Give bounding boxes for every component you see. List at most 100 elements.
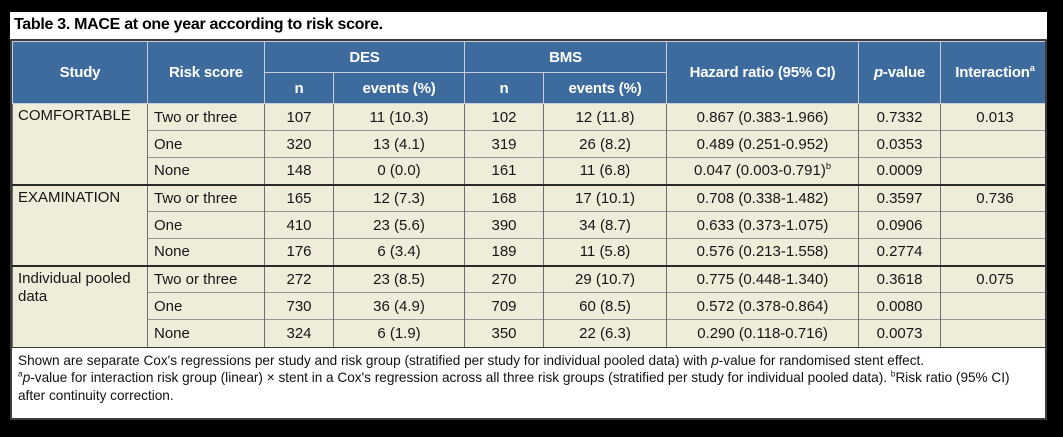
hazard-ratio-cell: 0.489 (0.251-0.952) [666, 130, 860, 158]
des-events-cell: 6 (3.4) [333, 238, 465, 266]
interaction-cell [940, 319, 1045, 347]
footnote-b-superscript: b [890, 368, 896, 379]
bms-n-cell: 161 [464, 157, 544, 185]
bms-n-cell: 319 [464, 130, 544, 158]
p-value-cell: 0.0009 [858, 157, 942, 185]
table-row: Individual pooled data Two or three 272 … [12, 264, 1045, 347]
hazard-ratio-cell: 0.290 (0.118-0.716) [666, 319, 860, 347]
study-cell: COMFORTABLE [12, 103, 148, 185]
risk-score-cell: Two or three [147, 183, 265, 212]
hazard-ratio-cell: 0.572 (0.378-0.864) [666, 292, 860, 320]
risk-score-cell: Two or three [147, 103, 265, 131]
bms-n-cell: 102 [464, 103, 544, 131]
interaction-cell [940, 211, 1045, 239]
des-n-cell: 148 [264, 157, 334, 185]
des-events-cell: 13 (4.1) [333, 130, 465, 158]
risk-score-cell: One [147, 211, 265, 239]
des-events-cell: 23 (5.6) [333, 211, 465, 239]
col-header-bms-n: n [464, 72, 544, 104]
p-value-cell: 0.3618 [858, 264, 942, 293]
des-events-cell: 23 (8.5) [333, 264, 465, 293]
col-header-interaction: Interactiona [940, 41, 1045, 104]
bms-n-cell: 390 [464, 211, 544, 239]
bms-events-cell: 17 (10.1) [542, 183, 668, 212]
table-row: None 148 0 (0.0) 161 11 (6.8) 0.047 (0.0… [13, 157, 1045, 185]
bms-n-cell: 709 [464, 292, 544, 320]
hazard-ratio-cell: 0.047 (0.003-0.791)b [666, 157, 860, 185]
hazard-ratio-cell: 0.867 (0.383-1.966) [666, 103, 860, 131]
col-header-des-events: events (%) [333, 72, 465, 104]
interaction-superscript: a [1029, 63, 1035, 73]
des-n-cell: 324 [264, 319, 334, 347]
study-cell: Individual pooled data [12, 264, 148, 347]
footnote-sentence-1: Shown are separate Cox's regressions per… [18, 352, 925, 368]
table-content-box: Study Risk score DES BMS Hazard ratio (9… [10, 39, 1047, 420]
hazard-ratio-cell: 0.576 (0.213-1.558) [666, 238, 860, 266]
p-value-italic: p [873, 64, 883, 81]
p-value-cell: 0.3597 [858, 183, 942, 212]
col-header-risk-score: Risk score [147, 41, 265, 104]
risk-score-cell: One [147, 292, 265, 320]
interaction-cell [940, 157, 1045, 185]
risk-score-cell: None [147, 157, 265, 185]
table-title: Table 3. MACE at one year according to r… [10, 12, 1047, 39]
table-body: COMFORTABLE Two or three 107 11 (10.3) 1… [12, 103, 1045, 347]
interaction-cell: 0.013 [940, 103, 1045, 131]
col-header-bms-events: events (%) [542, 72, 668, 104]
col-header-study: Study [12, 41, 148, 104]
bms-events-cell: 29 (10.7) [542, 264, 668, 293]
table-row: None 176 6 (3.4) 189 11 (5.8) 0.576 (0.2… [13, 238, 1045, 266]
p-value-cell: 0.0073 [858, 319, 942, 347]
p-value-cell: 0.2774 [858, 238, 942, 266]
des-n-cell: 165 [264, 183, 334, 212]
risk-score-cell: None [147, 319, 265, 347]
interaction-cell [940, 130, 1045, 158]
col-header-des: DES [264, 41, 465, 73]
des-events-cell: 0 (0.0) [333, 157, 465, 185]
risk-score-cell: None [147, 238, 265, 266]
bms-events-cell: 60 (8.5) [542, 292, 668, 320]
interaction-cell: 0.075 [940, 264, 1045, 293]
table-header: Study Risk score DES BMS Hazard ratio (9… [12, 41, 1045, 104]
bms-n-cell: 350 [464, 319, 544, 347]
table-row: EXAMINATION Two or three 165 12 (7.3) 16… [12, 183, 1045, 266]
bms-events-cell: 11 (6.8) [542, 157, 668, 185]
bms-events-cell: 34 (8.7) [542, 211, 668, 239]
table-footnote: Shown are separate Cox's regressions per… [12, 346, 1045, 418]
des-n-cell: 730 [264, 292, 334, 320]
interaction-cell [940, 238, 1045, 266]
table-row: One 320 13 (4.1) 319 26 (8.2) 0.489 (0.2… [13, 130, 1045, 158]
col-header-hazard-ratio: Hazard ratio (95% CI) [666, 41, 860, 104]
bms-n-cell: 168 [464, 183, 544, 212]
bms-n-cell: 270 [464, 264, 544, 293]
table-row: COMFORTABLE Two or three 107 11 (10.3) 1… [12, 103, 1045, 185]
table-row: One 410 23 (5.6) 390 34 (8.7) 0.633 (0.3… [13, 211, 1045, 239]
p-value-cell: 0.7332 [858, 103, 942, 131]
footnote-notes: ap-value for interaction risk group (lin… [18, 368, 1010, 403]
des-n-cell: 410 [264, 211, 334, 239]
header-row-top: Study Risk score DES BMS Hazard ratio (9… [12, 41, 1045, 104]
p-value-cell: 0.0080 [858, 292, 942, 320]
des-events-cell: 6 (1.9) [333, 319, 465, 347]
hazard-ratio-cell: 0.633 (0.373-1.075) [666, 211, 860, 239]
col-header-bms: BMS [463, 41, 668, 73]
des-events-cell: 36 (4.9) [333, 292, 465, 320]
col-header-p-value: p-value [858, 41, 942, 104]
hazard-ratio-cell: 0.775 (0.448-1.340) [666, 264, 860, 293]
des-n-cell: 107 [264, 103, 334, 131]
risk-score-cell: One [147, 130, 265, 158]
p-value-cell: 0.0353 [858, 130, 942, 158]
bms-events-cell: 26 (8.2) [542, 130, 668, 158]
hazard-ratio-cell: 0.708 (0.338-1.482) [666, 183, 860, 212]
interaction-cell: 0.736 [940, 183, 1045, 212]
col-header-des-n: n [264, 72, 334, 104]
risk-score-cell: Two or three [147, 264, 265, 293]
bms-events-cell: 22 (6.3) [542, 319, 668, 347]
table-panel: Table 3. MACE at one year according to r… [10, 12, 1047, 420]
bms-events-cell: 12 (11.8) [542, 103, 668, 131]
p-value-cell: 0.0906 [858, 211, 942, 239]
interaction-cell [940, 292, 1045, 320]
study-cell: EXAMINATION [12, 183, 148, 266]
des-n-cell: 272 [264, 264, 334, 293]
